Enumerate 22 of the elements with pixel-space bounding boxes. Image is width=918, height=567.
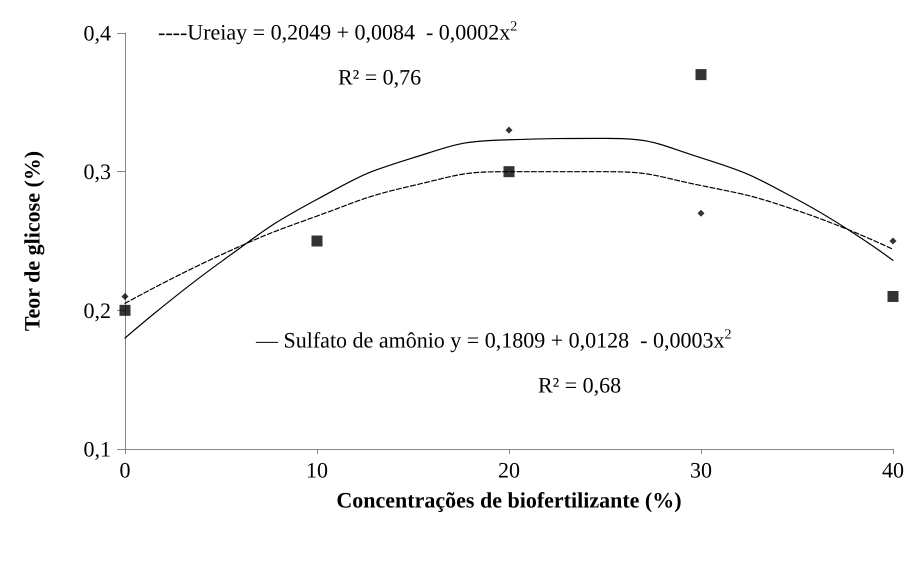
x-axis-title: Concentrações de biofertilizante (%) bbox=[336, 488, 682, 512]
y-tick-label: 0,1 bbox=[84, 436, 111, 462]
point bbox=[504, 166, 514, 178]
point bbox=[888, 290, 898, 302]
x-tick-label: 30 bbox=[690, 458, 712, 482]
x-tick-label: 0 bbox=[120, 458, 130, 482]
y-tick-label: 0,3 bbox=[84, 159, 111, 184]
point bbox=[890, 238, 896, 244]
point bbox=[120, 304, 130, 316]
annotation: R² = 0,68 bbox=[538, 372, 622, 398]
point bbox=[506, 126, 512, 134]
y-tick-label: 0,2 bbox=[84, 298, 111, 323]
y-tick-label: 0,4 bbox=[84, 20, 111, 46]
x-tick-label: 10 bbox=[306, 458, 328, 482]
x-tick-label: 20 bbox=[498, 458, 520, 482]
point bbox=[698, 210, 704, 217]
point bbox=[122, 292, 128, 300]
annotation: R² = 0,76 bbox=[338, 64, 422, 90]
x-tick-label: 40 bbox=[882, 458, 904, 482]
y-axis-title: Teor de glicose (%) bbox=[20, 150, 44, 332]
point bbox=[312, 236, 322, 246]
point bbox=[696, 69, 706, 80]
